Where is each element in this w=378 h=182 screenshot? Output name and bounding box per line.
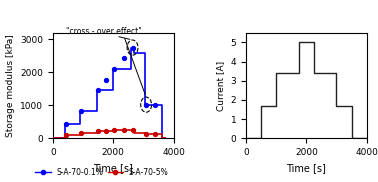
Point xyxy=(112,129,118,132)
Point xyxy=(130,46,136,49)
Point xyxy=(112,68,118,70)
Point xyxy=(103,129,109,132)
Legend: S-A-70-0.1%, S-A-70-5%: S-A-70-0.1%, S-A-70-5% xyxy=(33,165,172,180)
Point xyxy=(152,103,158,106)
Point xyxy=(78,110,84,112)
Point xyxy=(64,134,70,136)
Point xyxy=(64,123,70,126)
Point xyxy=(152,132,158,135)
Y-axis label: Current [A]: Current [A] xyxy=(216,60,225,111)
Point xyxy=(130,129,136,132)
X-axis label: Time [s]: Time [s] xyxy=(93,163,133,173)
Point xyxy=(143,132,149,135)
Point xyxy=(78,131,84,134)
Point xyxy=(95,130,101,133)
Point xyxy=(121,57,127,60)
Point xyxy=(103,79,109,82)
Text: "cross - over effect": "cross - over effect" xyxy=(66,27,142,36)
Point xyxy=(121,129,127,132)
X-axis label: Time [s]: Time [s] xyxy=(287,163,326,173)
Point xyxy=(143,103,149,106)
Y-axis label: Storage modulus [kPa]: Storage modulus [kPa] xyxy=(6,34,15,137)
Point xyxy=(95,89,101,92)
